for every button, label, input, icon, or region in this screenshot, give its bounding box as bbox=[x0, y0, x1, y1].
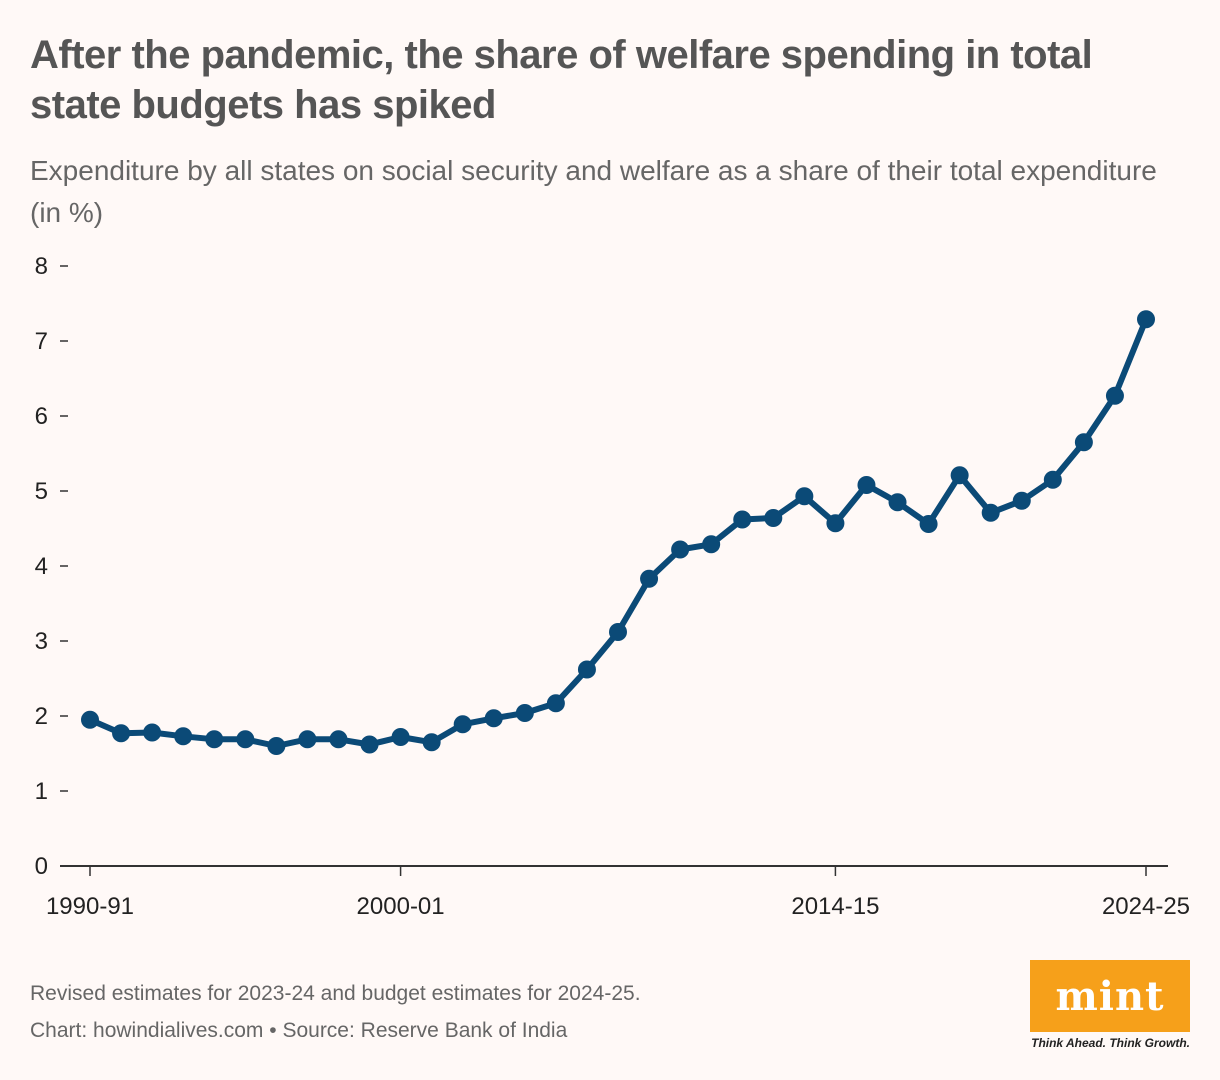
data-point bbox=[81, 710, 99, 729]
data-point bbox=[671, 540, 690, 559]
data-point bbox=[329, 730, 348, 749]
data-point bbox=[640, 569, 659, 588]
data-point bbox=[733, 510, 752, 529]
data-point bbox=[888, 493, 907, 512]
data-point bbox=[702, 535, 721, 554]
data-point bbox=[484, 709, 503, 728]
data-point bbox=[298, 730, 317, 749]
data-point bbox=[515, 704, 534, 722]
y-tick-label: 1 bbox=[35, 778, 48, 805]
data-point bbox=[1043, 470, 1062, 489]
data-point bbox=[764, 509, 783, 527]
y-tick-label: 2 bbox=[35, 703, 48, 730]
x-tick-label: 2014-15 bbox=[791, 893, 879, 920]
data-point bbox=[422, 733, 441, 752]
x-tick-label: 2024-25 bbox=[1102, 893, 1190, 920]
data-point bbox=[1105, 386, 1124, 405]
data-point bbox=[577, 660, 596, 679]
y-tick-label: 3 bbox=[35, 628, 48, 655]
chart-title: After the pandemic, the share of welfare… bbox=[30, 33, 1093, 127]
data-point bbox=[1012, 491, 1031, 510]
data-point bbox=[143, 723, 162, 742]
y-tick-label: 5 bbox=[35, 478, 48, 505]
y-tick-label: 8 bbox=[35, 253, 48, 280]
y-tick-label: 7 bbox=[35, 328, 48, 355]
data-point bbox=[360, 735, 379, 754]
series-line bbox=[87, 316, 1149, 749]
data-point bbox=[609, 623, 627, 641]
y-tick-label: 4 bbox=[35, 553, 48, 580]
data-point bbox=[950, 466, 969, 485]
y-tick-label: 0 bbox=[35, 853, 48, 880]
data-point bbox=[1137, 310, 1155, 329]
data-point bbox=[919, 515, 938, 533]
data-point bbox=[826, 514, 845, 533]
x-tick-label: 2000-01 bbox=[357, 893, 445, 920]
footnote: Revised estimates for 2023-24 and budget… bbox=[30, 982, 641, 1005]
data-point bbox=[981, 503, 1000, 522]
data-point bbox=[391, 728, 410, 746]
data-point bbox=[236, 730, 255, 749]
mint-logo: mint bbox=[1030, 960, 1190, 1032]
data-point bbox=[453, 715, 472, 734]
data-point bbox=[267, 737, 286, 755]
data-point bbox=[1074, 433, 1093, 452]
data-point bbox=[857, 476, 876, 494]
logo-tagline: Think Ahead. Think Growth. bbox=[1031, 1036, 1190, 1050]
data-point bbox=[174, 727, 193, 746]
data-point bbox=[205, 730, 224, 749]
data-point bbox=[795, 487, 814, 506]
data-point bbox=[112, 724, 131, 743]
source-credit: Chart: howindialives.com • Source: Reser… bbox=[30, 1019, 568, 1042]
y-tick-label: 6 bbox=[35, 403, 48, 430]
line-chart: 0 1 2 3 4 5 6 7 8 1990-91 2000-01 2014-15 2024-25 bbox=[35, 253, 1190, 920]
data-point bbox=[546, 694, 565, 713]
x-tick-label: 1990-91 bbox=[46, 893, 134, 920]
chart-subtitle: Expenditure by all states on social secu… bbox=[30, 155, 1157, 228]
